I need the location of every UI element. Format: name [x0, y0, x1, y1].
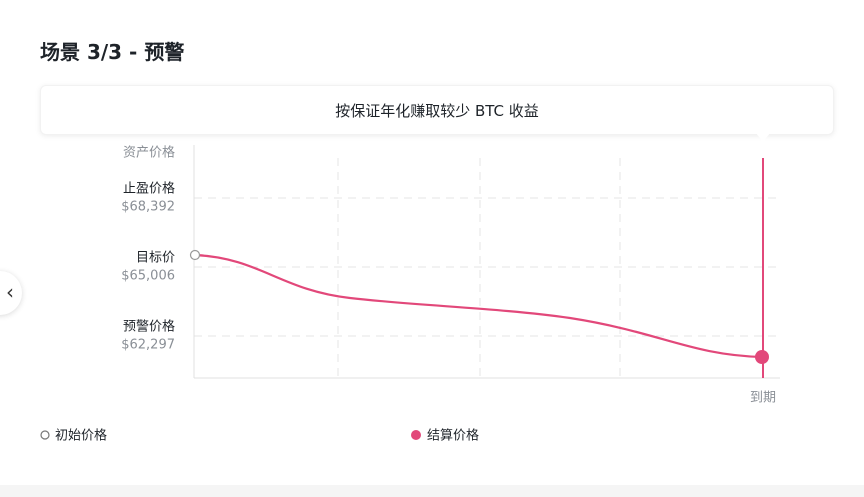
y-axis-title: 资产价格	[123, 145, 175, 161]
level-price: $65,006	[121, 269, 175, 284]
prev-icon: ‹	[6, 280, 14, 304]
title: 场景 3/3 - 预警	[40, 40, 185, 64]
level-label: 止盈价格	[123, 181, 175, 197]
level-price: $62,297	[121, 338, 175, 353]
start-point	[189, 249, 201, 261]
legend-marker	[411, 430, 421, 440]
legend-label: 结算价格	[427, 428, 479, 444]
level-price: $68,392	[121, 200, 175, 215]
level-label: 目标价	[136, 251, 175, 266]
footer-strip	[0, 485, 864, 497]
legend-label: 初始价格	[55, 428, 107, 444]
banner: 按保证年化赚取较少 BTC 收益	[40, 85, 834, 135]
x-label: 到期	[750, 391, 776, 406]
price-curve	[194, 253, 763, 359]
banner-pointer	[756, 133, 770, 142]
grid	[194, 158, 780, 378]
end-point	[755, 350, 769, 364]
legend-marker	[40, 430, 50, 440]
prev-button[interactable]: ‹	[0, 271, 22, 315]
banner-text: 按保证年化赚取较少 BTC 收益	[335, 101, 539, 120]
level-label: 预警价格	[123, 319, 175, 335]
